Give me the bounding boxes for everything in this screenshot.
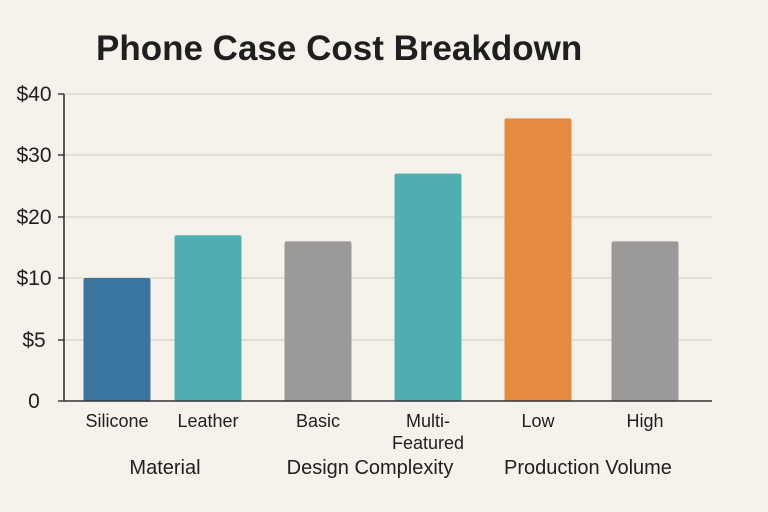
- bars: [83, 118, 679, 402]
- gridlines: [64, 93, 712, 341]
- y-tick-label: $5: [22, 329, 45, 352]
- x-tick-label: Multi-Featured: [392, 411, 464, 453]
- x-tick-label: Low: [521, 411, 555, 431]
- group-labels: Material Design Complexity Production Volu…: [129, 457, 672, 479]
- y-tick-label: $20: [16, 206, 51, 229]
- y-tick-label: $40: [16, 83, 51, 106]
- y-axis: 0 $5 $10 $20 $30 $40: [16, 83, 64, 413]
- bar: [504, 118, 572, 402]
- bar: [394, 173, 462, 401]
- x-tick-label: Basic: [296, 411, 340, 431]
- bar: [174, 235, 242, 401]
- y-tick-label: $30: [16, 144, 51, 167]
- group-label: Production Volume: [504, 457, 672, 479]
- x-tick-labels: Silicone Leather Basic Multi-Featured Low Hig…: [85, 411, 663, 453]
- y-tick-label: 0: [28, 390, 40, 413]
- chart-title: Phone Case Cost Breakdown: [96, 29, 582, 68]
- x-tick-label: Leather: [177, 411, 238, 431]
- group-label: Design Complexity: [287, 457, 454, 479]
- x-tick-label: High: [626, 411, 663, 431]
- group-label: Material: [129, 457, 200, 479]
- bar: [83, 278, 151, 401]
- y-tick-label: $10: [16, 267, 51, 290]
- bar: [284, 241, 352, 401]
- x-tick-label: Silicone: [85, 411, 148, 431]
- bar: [611, 241, 679, 401]
